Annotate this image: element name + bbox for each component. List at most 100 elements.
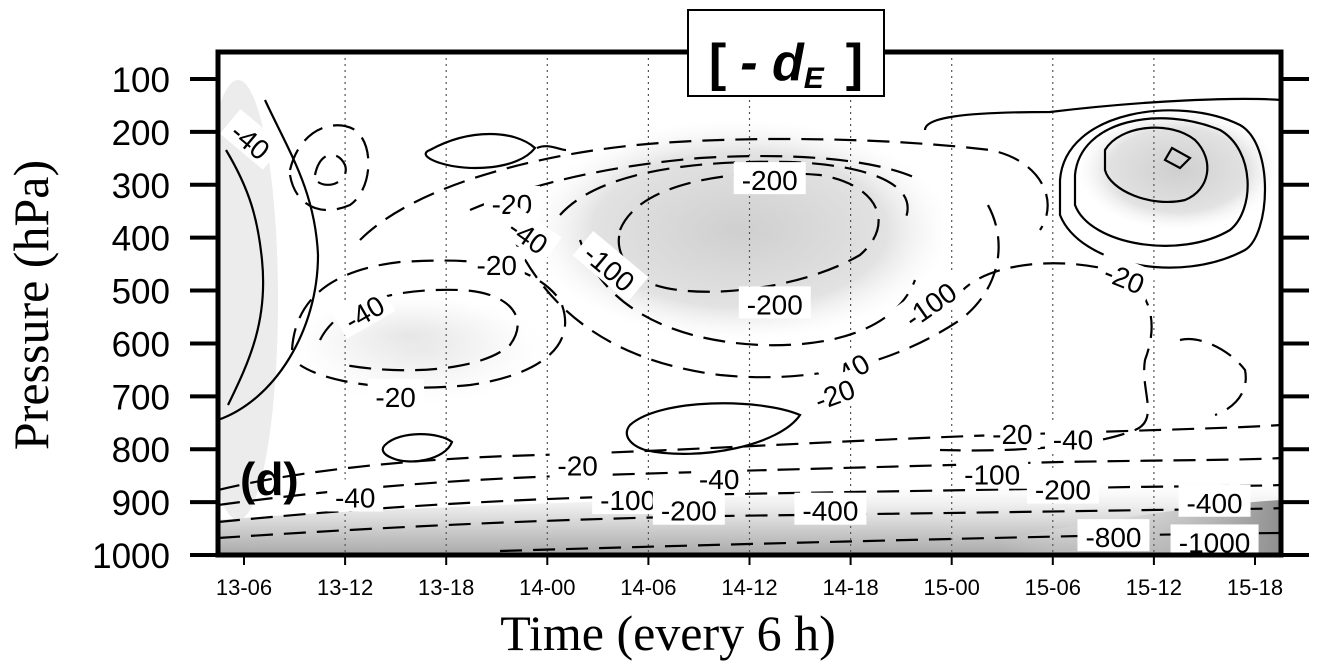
contour-label: -20 bbox=[802, 367, 866, 418]
contour-label-bg bbox=[733, 162, 806, 195]
contour-label-bg bbox=[652, 492, 725, 525]
contour-label: -200 bbox=[1026, 471, 1099, 506]
title-box bbox=[687, 9, 885, 97]
contour-label: -400 bbox=[794, 492, 867, 527]
x-tick-label: 14-06 bbox=[620, 575, 676, 600]
contour-label-bg bbox=[468, 246, 525, 279]
contour-label: -200 bbox=[738, 286, 811, 320]
contour-label: -400 bbox=[1178, 484, 1251, 519]
contour-label-text: -40 bbox=[335, 482, 375, 513]
contour-label-bg bbox=[497, 205, 562, 264]
contour-label-bg bbox=[1093, 250, 1158, 302]
contour-label: -100 bbox=[956, 456, 1029, 491]
x-tick-label: 14-00 bbox=[519, 575, 575, 600]
contour-label-text: -20 bbox=[992, 419, 1032, 450]
contour-right-ring-1 bbox=[1103, 126, 1209, 204]
title-open-bracket: [ bbox=[709, 34, 726, 92]
contour-label-bg bbox=[219, 109, 284, 170]
contour-label-bg bbox=[956, 456, 1029, 489]
contour-dashed-low-1 bbox=[218, 423, 1281, 492]
x-tick-label: 13-06 bbox=[216, 575, 272, 600]
contour-label-text: -40 bbox=[699, 464, 739, 495]
x-axis: 13-06 13-12 13-18 14-00 14-06 14-12 14-18 15-00… bbox=[216, 555, 1283, 600]
contour-label-text: -200 bbox=[747, 289, 803, 320]
contour-label-text: -100 bbox=[964, 460, 1020, 491]
contour-label-bg bbox=[984, 416, 1041, 448]
y-tick-label: 600 bbox=[112, 325, 170, 364]
contour-dashed-center-inner bbox=[617, 172, 880, 293]
contour-positive-left-outer bbox=[218, 99, 320, 422]
y-tick-label: 300 bbox=[112, 167, 170, 206]
contour-label-bg bbox=[1077, 519, 1150, 552]
contour-label-bg bbox=[1178, 484, 1251, 517]
contour-dashed-right-loop bbox=[939, 262, 1153, 452]
x-tick-label: 15-12 bbox=[1126, 575, 1182, 600]
contour-label-bg bbox=[549, 447, 606, 480]
y-tick-label: 500 bbox=[112, 273, 170, 312]
contour-label-bg bbox=[802, 367, 866, 418]
contour-dashed-center-c bbox=[559, 160, 909, 221]
x-axis-title: Time (every 6 h) bbox=[500, 605, 836, 661]
contour-right-ring-2 bbox=[1073, 117, 1249, 247]
contour-label-text: -400 bbox=[802, 496, 858, 527]
contour-dashed-center-a bbox=[359, 137, 1049, 241]
contour-positive-1400 bbox=[536, 145, 567, 152]
x-tick-label: 14-12 bbox=[721, 575, 777, 600]
y-tick-label: 800 bbox=[112, 431, 170, 470]
contour-label-bg bbox=[327, 479, 384, 512]
y-tick-label: 100 bbox=[112, 61, 170, 100]
shade-upper-left bbox=[218, 80, 278, 520]
y-tick-label: 400 bbox=[112, 220, 170, 259]
svg-text:[- dE]: [- dE] bbox=[709, 34, 863, 95]
contour-label-bg bbox=[890, 269, 968, 337]
x-tick-label: 13-18 bbox=[418, 575, 474, 600]
contour-label-bg bbox=[592, 482, 665, 515]
contour-label: -200 bbox=[733, 162, 806, 196]
chart-title: [- dE] bbox=[687, 9, 885, 97]
contour-dashed-low-2 bbox=[218, 456, 1281, 507]
contour-label-text: -20 bbox=[375, 382, 415, 413]
contour-label-text: -400 bbox=[1187, 488, 1243, 519]
contour-label-bg bbox=[1045, 421, 1102, 454]
contour-labels: -40-20-40-20-100-200-40-200-100-20-40-20… bbox=[219, 109, 1259, 558]
contour-label-text: -800 bbox=[1085, 522, 1141, 553]
contour-label-text: -200 bbox=[661, 496, 717, 527]
panel-label: (d) bbox=[240, 453, 299, 505]
contour-label-text: -200 bbox=[1035, 475, 1091, 506]
contour-label: -20 bbox=[1093, 250, 1158, 302]
title-subscript: E bbox=[804, 62, 825, 95]
contour-dashed-1312 bbox=[288, 124, 370, 212]
contour-positive-1412 bbox=[625, 402, 802, 455]
y-axis-title: Pressure (hPa) bbox=[3, 160, 59, 450]
x-tick-label: 15-18 bbox=[1227, 575, 1283, 600]
y-axis: 100 200 300 400 500 600 700 800 900 1000 bbox=[92, 61, 1309, 576]
contour-label: -20 bbox=[468, 246, 525, 281]
contour-label-text: -100 bbox=[600, 485, 656, 516]
contour-label: -800 bbox=[1077, 519, 1150, 553]
contour-label-bg bbox=[738, 286, 811, 319]
contour-right-inner bbox=[1163, 146, 1192, 170]
y-tick-label: 900 bbox=[112, 484, 170, 523]
contour-positive-left bbox=[225, 149, 265, 406]
contour-label-bg bbox=[1026, 471, 1099, 504]
x-tick-label: 15-06 bbox=[1025, 575, 1081, 600]
x-tick-label: 15-00 bbox=[924, 575, 980, 600]
contour-label-bg bbox=[367, 378, 424, 411]
contour-label: -20 bbox=[549, 447, 606, 482]
title-prefix: - d bbox=[740, 34, 805, 92]
contour-positive-1318b bbox=[381, 433, 454, 463]
contour-label-text: -40 bbox=[1053, 424, 1093, 455]
y-tick-label: 700 bbox=[112, 378, 170, 417]
contour-label-bg bbox=[1170, 524, 1259, 557]
y-tick-label: 1000 bbox=[92, 537, 170, 576]
contour-label-text: -200 bbox=[742, 165, 798, 196]
contour-label: -40 bbox=[691, 460, 748, 495]
contour-label-bg bbox=[572, 230, 649, 302]
contour-right-top-top bbox=[923, 97, 1281, 131]
contour-positive-1318 bbox=[424, 133, 537, 170]
contour-dashed-1312b bbox=[313, 153, 347, 186]
contour-label-bg bbox=[794, 492, 867, 525]
shade-mid-left bbox=[300, 296, 520, 376]
x-tick-label: 14-18 bbox=[822, 575, 878, 600]
